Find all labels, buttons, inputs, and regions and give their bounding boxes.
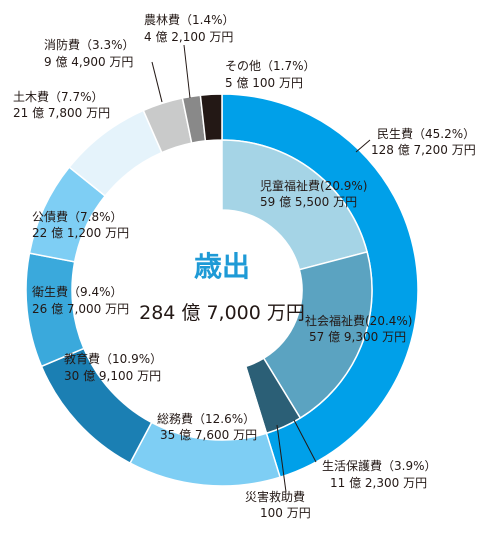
label-somu-amount: 35 億 7,600 万円 xyxy=(160,428,257,442)
leader-line-1 xyxy=(151,61,163,103)
label-seikatsu-name: 生活保護費（3.9%） xyxy=(322,458,437,473)
inner-ring xyxy=(142,139,373,435)
label-shakai-amount: 57 億 9,300 万円 xyxy=(309,330,406,344)
label-shakai-name: 社会福祉費(20.4%) xyxy=(305,313,413,328)
label-kyoiku-amount: 30 億 9,100 万円 xyxy=(64,369,161,383)
label-eisei-amount: 26 億 7,000 万円 xyxy=(32,302,129,316)
leader-line-4 xyxy=(293,419,317,463)
center-disc xyxy=(142,210,302,370)
label-kyoiku-name: 教育費（10.9%） xyxy=(64,351,162,366)
outer-ring xyxy=(25,93,419,487)
label-minsei-name: 民生費（45.2%） xyxy=(377,126,475,141)
label-eisei-name: 衛生費（9.4%） xyxy=(32,284,123,299)
center-title: 歳出 xyxy=(194,250,250,283)
label-seikatsu-amount: 11 億 2,300 万円 xyxy=(330,476,427,490)
label-shobo-name: 消防費（3.3%） xyxy=(44,37,135,52)
label-shobo-amount: 9 億 4,900 万円 xyxy=(44,55,133,69)
leader-line-0 xyxy=(355,139,371,153)
label-doboku-amount: 21 億 7,800 万円 xyxy=(13,106,110,120)
label-somu-name: 総務費（12.6%） xyxy=(157,411,255,426)
leader-line-2 xyxy=(183,44,191,99)
inner-slice-3 xyxy=(244,365,268,435)
leader-lines xyxy=(151,44,371,493)
label-norin-name: 農林費（1.4%） xyxy=(144,12,235,27)
label-doboku-name: 土木費（7.7%） xyxy=(13,89,104,104)
label-kosai-amount: 22 億 1,200 万円 xyxy=(32,226,129,240)
label-saigai-name: 災害救助費 xyxy=(245,489,305,504)
label-minsei-amount: 128 億 7,200 万円 xyxy=(371,143,476,157)
label-sonota-name: その他（1.7%） xyxy=(225,59,316,73)
label-saigai-amount: 100 万円 xyxy=(260,506,311,520)
label-sonota-amount: 5 億 100 万円 xyxy=(225,76,303,90)
leader-line-5 xyxy=(276,424,287,493)
label-jido-name: 児童福祉費(20.9%) xyxy=(260,178,368,193)
label-jido-amount: 59 億 5,500 万円 xyxy=(260,195,357,209)
center-total: 284 億 7,000 万円 xyxy=(139,302,305,324)
label-norin-amount: 4 億 2,100 万円 xyxy=(144,30,233,44)
label-kosai-name: 公債費（7.8%） xyxy=(32,209,123,224)
